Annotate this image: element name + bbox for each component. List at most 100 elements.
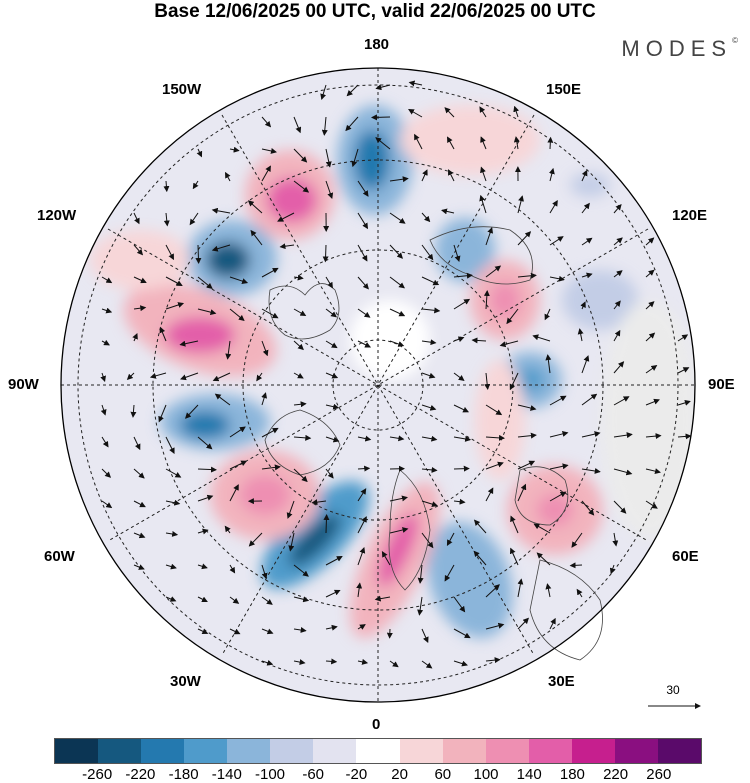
- wind-arrow: [196, 148, 203, 158]
- wind-arrow: [325, 658, 338, 665]
- wind-arrow: [357, 465, 371, 472]
- wind-arrow: [261, 464, 281, 471]
- wind-arrow: [613, 270, 623, 278]
- wind-arrow: [548, 167, 555, 182]
- wind-arrow: [101, 339, 110, 346]
- wind-arrow: [323, 514, 330, 534]
- colorbar-segment: [657, 739, 701, 763]
- wind-arrow: [441, 208, 455, 215]
- wind-arrow: [293, 180, 310, 193]
- wind-vectors: [100, 80, 692, 669]
- label-60w: 60W: [44, 548, 75, 565]
- wind-arrow: [197, 436, 213, 450]
- wind-arrow: [485, 265, 502, 278]
- wind-arrow: [229, 596, 240, 604]
- wind-arrow: [211, 244, 231, 252]
- wind-arrow: [325, 589, 341, 598]
- wind-arrow: [480, 136, 487, 150]
- wind-arrow: [374, 595, 391, 602]
- wind-arrow: [179, 340, 199, 347]
- wind-arrow: [421, 435, 438, 442]
- label-150e: 150E: [546, 81, 582, 98]
- colorbar-tick-label: 140: [516, 766, 542, 783]
- wind-arrow: [321, 116, 328, 136]
- wind-arrow: [357, 276, 369, 290]
- wind-arrow: [261, 165, 271, 182]
- map-boundary: [60, 67, 696, 703]
- wind-arrow: [581, 431, 601, 438]
- colorbar-segment: [356, 739, 400, 763]
- wind-arrow: [545, 354, 552, 374]
- wind-arrow: [549, 463, 569, 470]
- wind-arrow: [311, 499, 327, 506]
- anomaly-field: [90, 105, 695, 639]
- wind-arrow: [132, 332, 138, 342]
- wind-arrow: [225, 171, 231, 182]
- wind-arrow: [421, 276, 440, 286]
- wind-arrow: [185, 404, 199, 419]
- wind-arrow: [165, 436, 175, 454]
- wind-arrow: [677, 399, 691, 406]
- wind-arrow: [247, 200, 263, 214]
- label-90e: 90E: [708, 376, 735, 393]
- wind-arrow: [197, 596, 208, 602]
- brand-logo: MODES©: [621, 36, 738, 61]
- wind-arrow: [165, 276, 183, 286]
- wind-arrow: [571, 532, 583, 548]
- wind-arrow: [517, 578, 524, 598]
- wind-arrow: [421, 628, 429, 644]
- wind-arrow: [325, 276, 333, 289]
- wind-arrow: [532, 334, 551, 342]
- wind-arrow: [408, 80, 423, 87]
- wind-arrow: [229, 628, 241, 635]
- wind-arrow: [357, 547, 366, 566]
- wind-arrow: [509, 547, 519, 566]
- wind-arrow: [645, 500, 658, 509]
- wind-arrow: [357, 180, 369, 197]
- wind-arrow: [389, 244, 403, 259]
- wind-arrow: [133, 436, 141, 451]
- wind-arrow: [485, 584, 500, 598]
- wind-arrow: [375, 84, 391, 91]
- wind-arrow: [229, 460, 248, 470]
- wind-arrow: [479, 194, 487, 214]
- colorbar-tick-label: 100: [473, 766, 499, 783]
- label-90w: 90W: [8, 376, 39, 393]
- wind-arrow: [261, 427, 279, 438]
- colorbar-tick-label: -20: [345, 766, 368, 783]
- colorbar-segment: [442, 739, 486, 763]
- wind-arrow: [325, 340, 338, 349]
- wind-arrow: [357, 212, 369, 230]
- wind-arrow: [197, 308, 217, 316]
- wind-arrow: [346, 84, 359, 97]
- wind-arrow: [261, 340, 269, 357]
- wind-arrow: [261, 267, 279, 278]
- wind-arrow: [581, 202, 590, 214]
- wind-arrow: [133, 305, 147, 312]
- wind-arrow: [293, 434, 312, 441]
- scale-label: 30: [666, 683, 680, 697]
- wind-arrow: [149, 372, 167, 379]
- wind-arrow: [325, 468, 334, 479]
- wind-arrow: [133, 532, 146, 539]
- wind-arrow: [453, 372, 465, 382]
- wind-arrow: [421, 307, 441, 314]
- wind-arrow: [453, 660, 468, 667]
- wind-arrow: [613, 432, 633, 439]
- wind-arrow: [286, 500, 295, 519]
- wind-arrow: [549, 617, 556, 630]
- wind-arrow: [101, 468, 112, 478]
- wind-arrow: [158, 404, 167, 423]
- wind-arrow: [645, 365, 658, 374]
- label-120e: 120E: [672, 207, 708, 224]
- wind-arrow: [261, 628, 274, 635]
- wind-arrow: [544, 308, 551, 321]
- wind-arrow: [288, 532, 295, 552]
- wind-arrow: [613, 396, 630, 406]
- wind-arrow: [195, 244, 202, 264]
- label-30w: 30W: [170, 673, 201, 690]
- wind-arrow: [165, 530, 179, 537]
- wind-arrow: [133, 212, 140, 225]
- colorbar-tick-label: -100: [254, 766, 286, 783]
- wind-arrow: [389, 308, 406, 317]
